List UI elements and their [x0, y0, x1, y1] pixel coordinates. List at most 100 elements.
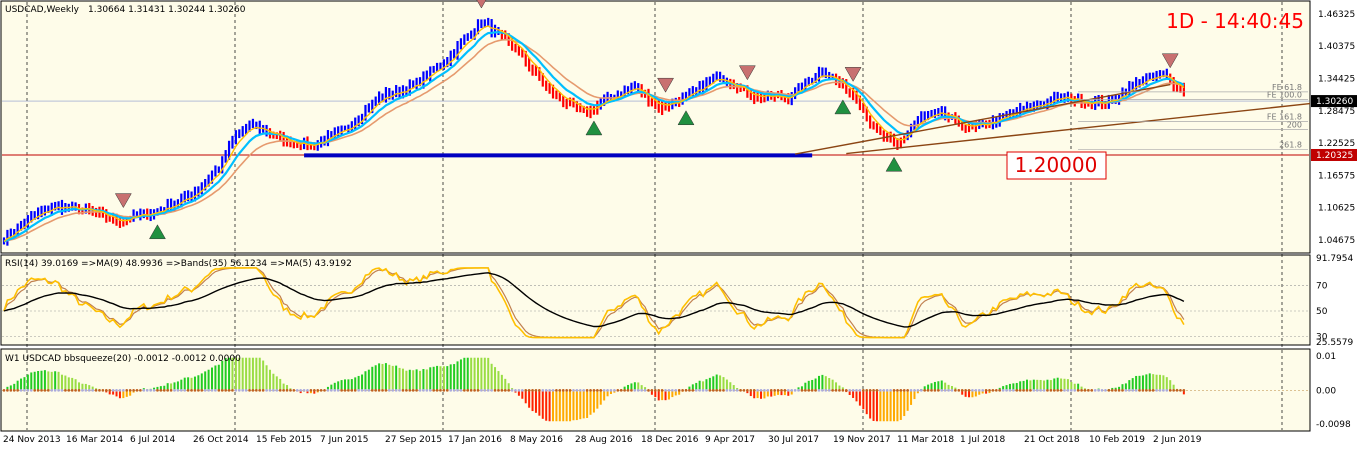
- squeeze-dot: [1168, 389, 1172, 392]
- squeeze-dot: [541, 389, 545, 392]
- squeeze-dot: [159, 389, 163, 392]
- price-pane: [0, 0, 1311, 254]
- squeeze-dot: [1117, 389, 1121, 392]
- squeeze-dot: [766, 389, 770, 392]
- squeeze-dot: [732, 389, 736, 392]
- squeeze-dot: [647, 389, 650, 392]
- squeeze-dot: [971, 389, 974, 392]
- squeeze-dot: [892, 389, 896, 392]
- clock-label: 1D - 14:40:45: [1166, 9, 1304, 33]
- squeeze-dot: [1083, 389, 1087, 392]
- squeeze-dot: [1073, 389, 1077, 392]
- squeeze-dot: [1107, 389, 1111, 392]
- squeeze-dot: [1172, 389, 1175, 392]
- squeeze-dot: [735, 389, 739, 392]
- squeeze-dot: [166, 389, 169, 392]
- squeeze-dot: [149, 389, 152, 392]
- trendline-lower: [846, 102, 1311, 155]
- squeeze-dot: [1138, 389, 1141, 392]
- squeeze-dot: [688, 389, 691, 392]
- support-price-label: 1.20325: [1316, 151, 1353, 161]
- squeeze-dot: [207, 389, 210, 392]
- squeeze-dot: [793, 389, 797, 392]
- squeeze-dot: [609, 389, 613, 392]
- squeeze-dot: [534, 389, 538, 392]
- squeeze-dot: [326, 389, 330, 392]
- squeeze-dot: [555, 389, 558, 392]
- squeeze-dot: [503, 389, 507, 392]
- squeeze-dot: [435, 389, 439, 392]
- squeeze-dot: [821, 389, 824, 392]
- squeeze-dot: [527, 389, 531, 392]
- squeeze-dot: [466, 389, 470, 392]
- squeeze-dot: [1093, 389, 1097, 392]
- squeeze-dot: [940, 389, 944, 392]
- sq-axis-tick: -0.0098: [1316, 420, 1351, 430]
- squeeze-dot: [418, 389, 422, 392]
- squeeze-dot: [725, 389, 729, 392]
- squeeze-dot: [316, 389, 320, 392]
- squeeze-dot: [776, 389, 780, 392]
- squeeze-dot: [1179, 389, 1182, 392]
- squeeze-dot: [769, 389, 773, 392]
- squeeze-dot: [183, 389, 187, 392]
- squeeze-dot: [248, 389, 251, 392]
- squeeze-dot: [36, 389, 40, 392]
- squeeze-dot: [913, 389, 916, 392]
- squeeze-dot: [759, 389, 763, 392]
- squeeze-dot: [442, 389, 446, 392]
- price-axis-tick: 1.46325: [1318, 10, 1355, 20]
- squeeze-dot: [292, 389, 296, 392]
- squeeze-dot: [224, 389, 227, 392]
- squeeze-dot: [749, 389, 753, 392]
- squeeze-dot: [977, 389, 981, 392]
- squeeze-dot: [306, 389, 309, 392]
- squeeze-dot: [67, 389, 71, 392]
- squeeze-dot: [988, 389, 991, 392]
- squeeze-dot: [544, 389, 548, 392]
- squeeze-dot: [677, 389, 681, 392]
- sell-arrow: [657, 77, 674, 93]
- trendline-upper: [794, 83, 1171, 155]
- squeeze-dot: [132, 389, 135, 392]
- squeeze-dot: [865, 389, 869, 392]
- squeeze-dot: [50, 389, 54, 392]
- buy-arrow: [834, 99, 852, 115]
- squeeze-dot: [1046, 389, 1049, 392]
- squeeze-dot: [118, 389, 122, 392]
- date-axis-label: 16 Mar 2014: [66, 435, 123, 445]
- squeeze-dot: [674, 389, 678, 392]
- squeeze-dot: [667, 389, 671, 392]
- date-axis-label: 2 Jun 2019: [1153, 435, 1202, 445]
- squeeze-dot: [128, 389, 132, 392]
- squeeze-dot: [53, 389, 57, 392]
- squeeze-dot: [654, 389, 657, 392]
- squeeze-dot: [589, 389, 592, 392]
- squeeze-dot: [664, 389, 667, 392]
- price-axis-tick: 1.04675: [1318, 236, 1355, 246]
- squeeze-dot: [538, 389, 541, 392]
- squeeze-dot: [500, 389, 504, 392]
- squeeze-dot: [200, 389, 204, 392]
- rsi-axis-tick: 91.7954: [1316, 254, 1353, 264]
- squeeze-dot: [350, 389, 354, 392]
- squeeze-dot: [817, 389, 821, 392]
- squeeze-dot: [640, 389, 643, 392]
- squeeze-dot: [1124, 389, 1128, 392]
- squeeze-dot: [681, 389, 684, 392]
- squeeze-dot: [463, 389, 466, 392]
- squeeze-dot: [330, 389, 333, 392]
- squeeze-dot: [456, 389, 459, 392]
- squeeze-dot: [1022, 389, 1025, 392]
- squeeze-dot: [660, 389, 664, 392]
- squeeze-dot: [98, 389, 101, 392]
- squeeze-dot: [548, 389, 551, 392]
- squeeze-dot: [19, 389, 23, 392]
- squeeze-dot: [780, 389, 783, 392]
- squeeze-dot: [906, 389, 909, 392]
- squeeze-dot: [848, 389, 851, 392]
- squeeze-dot: [272, 389, 275, 392]
- squeeze-dot: [299, 389, 302, 392]
- squeeze-dot: [40, 389, 43, 392]
